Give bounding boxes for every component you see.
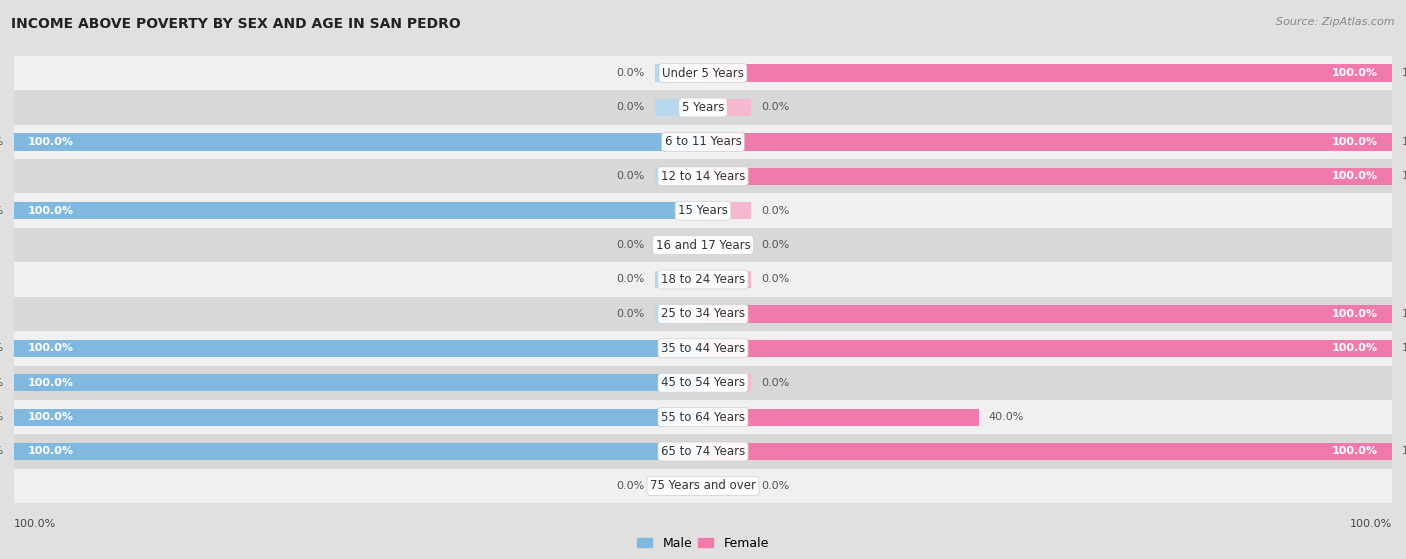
- Text: 100.0%: 100.0%: [1402, 171, 1406, 181]
- Text: 100.0%: 100.0%: [28, 137, 75, 147]
- Bar: [14, 202, 703, 219]
- Bar: [655, 305, 703, 323]
- Bar: [655, 99, 703, 116]
- Text: 100.0%: 100.0%: [28, 412, 75, 422]
- Text: 45 to 54 Years: 45 to 54 Years: [661, 376, 745, 389]
- Bar: [703, 443, 1392, 460]
- Bar: [14, 133, 703, 150]
- Bar: [703, 409, 979, 426]
- Text: 0.0%: 0.0%: [762, 274, 790, 285]
- Bar: [14, 374, 703, 391]
- Bar: [703, 340, 1392, 357]
- Text: 6 to 11 Years: 6 to 11 Years: [665, 135, 741, 148]
- Text: 100.0%: 100.0%: [1402, 343, 1406, 353]
- Text: 40.0%: 40.0%: [988, 412, 1025, 422]
- Text: 0.0%: 0.0%: [762, 102, 790, 112]
- Bar: [655, 64, 703, 82]
- Bar: [14, 56, 1392, 91]
- Bar: [14, 340, 703, 357]
- Text: 55 to 64 Years: 55 to 64 Years: [661, 411, 745, 424]
- Bar: [14, 125, 1392, 159]
- Text: Source: ZipAtlas.com: Source: ZipAtlas.com: [1277, 17, 1395, 27]
- Text: 75 Years and over: 75 Years and over: [650, 480, 756, 492]
- Text: 100.0%: 100.0%: [28, 447, 75, 457]
- Text: INCOME ABOVE POVERTY BY SEX AND AGE IN SAN PEDRO: INCOME ABOVE POVERTY BY SEX AND AGE IN S…: [11, 17, 461, 31]
- Text: 100.0%: 100.0%: [0, 137, 4, 147]
- Text: 0.0%: 0.0%: [616, 274, 644, 285]
- Bar: [703, 133, 1392, 150]
- Text: 100.0%: 100.0%: [0, 343, 4, 353]
- Text: 100.0%: 100.0%: [0, 206, 4, 216]
- Text: 100.0%: 100.0%: [0, 447, 4, 457]
- Bar: [14, 366, 1392, 400]
- Text: 100.0%: 100.0%: [1402, 447, 1406, 457]
- Legend: Male, Female: Male, Female: [633, 532, 773, 555]
- Bar: [703, 374, 751, 391]
- Bar: [14, 228, 1392, 262]
- Text: 100.0%: 100.0%: [1350, 519, 1392, 529]
- Text: 0.0%: 0.0%: [762, 378, 790, 388]
- Text: 100.0%: 100.0%: [28, 343, 75, 353]
- Bar: [703, 236, 751, 254]
- Bar: [703, 202, 751, 219]
- Bar: [703, 271, 751, 288]
- Bar: [14, 262, 1392, 297]
- Text: 25 to 34 Years: 25 to 34 Years: [661, 307, 745, 320]
- Bar: [14, 409, 703, 426]
- Bar: [14, 193, 1392, 228]
- Text: 12 to 14 Years: 12 to 14 Years: [661, 170, 745, 183]
- Text: 100.0%: 100.0%: [1402, 68, 1406, 78]
- Text: 100.0%: 100.0%: [28, 378, 75, 388]
- Text: 18 to 24 Years: 18 to 24 Years: [661, 273, 745, 286]
- Text: Under 5 Years: Under 5 Years: [662, 67, 744, 79]
- Text: 35 to 44 Years: 35 to 44 Years: [661, 342, 745, 355]
- Bar: [14, 443, 703, 460]
- Bar: [14, 331, 1392, 366]
- Text: 15 Years: 15 Years: [678, 204, 728, 217]
- Text: 100.0%: 100.0%: [1402, 137, 1406, 147]
- Text: 100.0%: 100.0%: [0, 412, 4, 422]
- Bar: [703, 477, 751, 495]
- Bar: [703, 305, 1392, 323]
- Bar: [655, 477, 703, 495]
- Text: 100.0%: 100.0%: [28, 206, 75, 216]
- Bar: [14, 91, 1392, 125]
- Bar: [14, 297, 1392, 331]
- Text: 5 Years: 5 Years: [682, 101, 724, 114]
- Text: 0.0%: 0.0%: [762, 481, 790, 491]
- Text: 0.0%: 0.0%: [616, 102, 644, 112]
- Bar: [14, 468, 1392, 503]
- Text: 100.0%: 100.0%: [1331, 447, 1378, 457]
- Text: 0.0%: 0.0%: [616, 68, 644, 78]
- Text: 100.0%: 100.0%: [1331, 137, 1378, 147]
- Text: 100.0%: 100.0%: [0, 378, 4, 388]
- Bar: [703, 64, 1392, 82]
- Text: 16 and 17 Years: 16 and 17 Years: [655, 239, 751, 252]
- Text: 0.0%: 0.0%: [616, 240, 644, 250]
- Bar: [14, 434, 1392, 468]
- Text: 100.0%: 100.0%: [14, 519, 56, 529]
- Bar: [655, 168, 703, 185]
- Text: 65 to 74 Years: 65 to 74 Years: [661, 445, 745, 458]
- Text: 0.0%: 0.0%: [762, 240, 790, 250]
- Bar: [703, 99, 751, 116]
- Bar: [655, 271, 703, 288]
- Text: 0.0%: 0.0%: [762, 206, 790, 216]
- Bar: [14, 400, 1392, 434]
- Text: 0.0%: 0.0%: [616, 309, 644, 319]
- Text: 100.0%: 100.0%: [1331, 171, 1378, 181]
- Bar: [703, 168, 1392, 185]
- Text: 0.0%: 0.0%: [616, 481, 644, 491]
- Text: 100.0%: 100.0%: [1402, 309, 1406, 319]
- Text: 0.0%: 0.0%: [616, 171, 644, 181]
- Bar: [14, 159, 1392, 193]
- Text: 100.0%: 100.0%: [1331, 68, 1378, 78]
- Text: 100.0%: 100.0%: [1331, 343, 1378, 353]
- Bar: [655, 236, 703, 254]
- Text: 100.0%: 100.0%: [1331, 309, 1378, 319]
